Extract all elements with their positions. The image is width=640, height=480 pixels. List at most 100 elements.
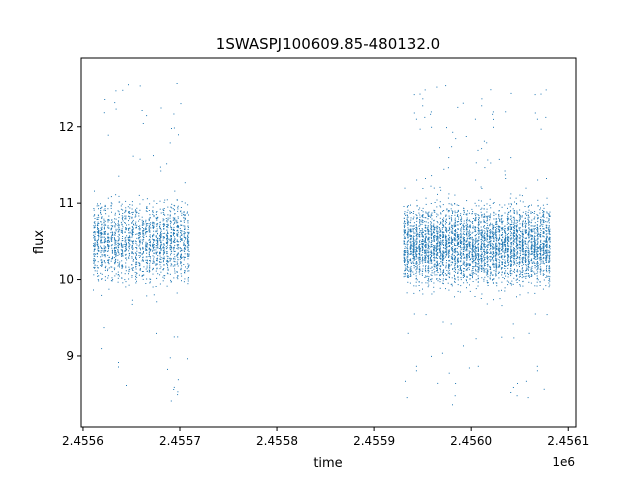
data-point <box>496 266 498 268</box>
data-point <box>167 242 169 244</box>
data-point <box>438 237 440 239</box>
data-point <box>425 261 427 263</box>
data-point <box>181 238 183 240</box>
data-point <box>428 270 430 272</box>
data-point <box>406 251 408 253</box>
data-point <box>188 270 190 272</box>
data-point <box>453 254 455 256</box>
data-point <box>466 200 468 202</box>
data-point <box>443 224 444 226</box>
data-point <box>184 215 186 217</box>
data-point <box>498 264 500 266</box>
data-point <box>431 222 432 224</box>
data-point <box>474 261 476 263</box>
data-point <box>177 248 179 250</box>
data-point <box>454 275 455 277</box>
data-point <box>101 278 103 280</box>
data-point <box>492 262 494 264</box>
data-point <box>403 206 405 207</box>
data-point <box>419 247 421 249</box>
data-point <box>478 265 480 267</box>
data-point <box>149 267 151 269</box>
data-point <box>512 216 514 218</box>
data-point <box>153 247 155 248</box>
data-point <box>501 281 503 283</box>
data-point <box>410 271 412 272</box>
data-point <box>138 215 140 217</box>
data-point <box>138 262 140 263</box>
data-point <box>458 236 459 238</box>
data-point <box>486 274 488 276</box>
data-point <box>433 264 435 266</box>
data-point <box>412 261 414 263</box>
data-point <box>103 242 105 244</box>
data-point <box>152 273 154 275</box>
data-point <box>143 239 145 241</box>
data-point <box>409 225 411 227</box>
data-point <box>457 243 459 245</box>
data-point <box>403 237 405 239</box>
data-point <box>436 265 438 266</box>
data-point <box>427 214 429 216</box>
data-point <box>496 244 498 246</box>
data-point <box>475 265 477 267</box>
data-point <box>514 256 515 258</box>
data-point <box>179 228 181 230</box>
data-point <box>510 284 512 286</box>
data-point <box>422 235 424 237</box>
data-point <box>486 249 488 251</box>
data-point <box>416 228 418 230</box>
data-point <box>469 259 471 261</box>
data-point <box>413 285 415 287</box>
data-point <box>131 232 133 234</box>
data-point <box>455 383 457 384</box>
data-point <box>466 287 467 289</box>
data-point <box>94 239 96 241</box>
data-point <box>469 263 471 265</box>
data-point <box>101 217 103 219</box>
data-point <box>135 261 137 263</box>
data-point <box>428 233 430 235</box>
data-point <box>460 267 462 269</box>
data-point <box>152 260 154 262</box>
data-point <box>187 277 189 278</box>
data-point <box>164 244 165 246</box>
data-point <box>448 263 450 265</box>
data-point <box>422 268 424 270</box>
data-point <box>162 236 164 237</box>
data-point <box>474 251 476 253</box>
data-point <box>507 211 509 213</box>
data-point <box>430 185 432 187</box>
data-point <box>495 239 497 241</box>
data-point <box>187 233 189 235</box>
data-point <box>489 242 491 244</box>
data-point <box>97 279 99 281</box>
data-point <box>148 219 150 221</box>
data-point <box>460 260 462 262</box>
data-point <box>511 238 513 240</box>
data-point <box>487 159 489 161</box>
data-point <box>421 247 423 249</box>
data-point <box>442 236 444 238</box>
data-point <box>159 261 161 263</box>
data-point <box>104 232 106 234</box>
data-point <box>451 220 453 222</box>
data-point <box>455 238 457 240</box>
data-point <box>425 267 426 269</box>
data-point <box>477 240 479 242</box>
data-point <box>478 236 480 238</box>
data-point <box>503 243 505 245</box>
data-point <box>477 250 479 252</box>
data-point <box>104 210 106 211</box>
data-point <box>156 267 158 269</box>
data-point <box>124 232 126 233</box>
data-point <box>135 274 137 276</box>
data-point <box>156 242 158 244</box>
data-point <box>455 250 456 252</box>
data-point <box>454 212 456 214</box>
data-point <box>184 202 186 204</box>
data-point <box>188 251 190 252</box>
data-point <box>125 242 127 244</box>
data-point <box>177 224 178 226</box>
data-point <box>447 249 449 251</box>
